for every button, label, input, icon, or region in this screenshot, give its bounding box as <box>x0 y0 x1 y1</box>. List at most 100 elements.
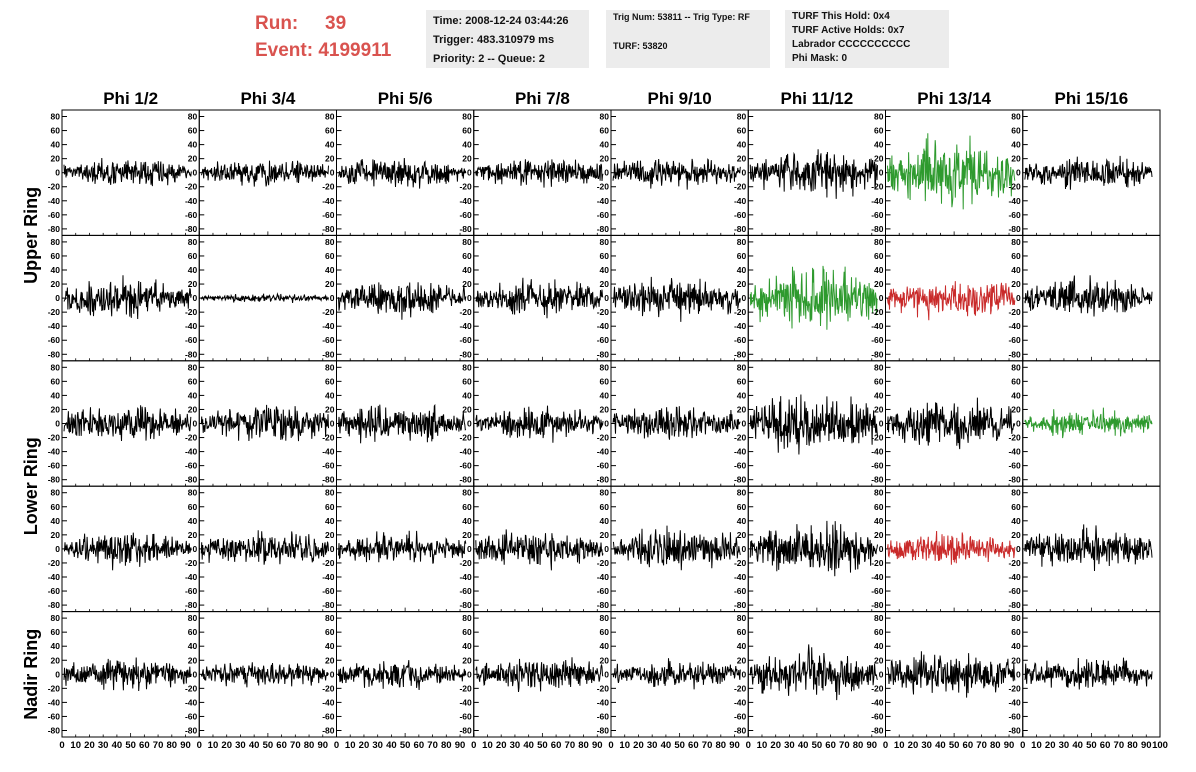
trig-num-text: Trig Num: 53811 -- Trig Type: RF <box>613 12 750 22</box>
y-tick-label-r1-c6-6: -40 <box>734 196 747 206</box>
y-tick-label-r4-c1-4: 0 <box>55 544 60 554</box>
y-tick-label-r4-c3-0: 80 <box>325 488 335 498</box>
y-tick-label-r4-c8-3: 20 <box>1011 530 1021 540</box>
y-tick-label-r3-c2-0: 80 <box>188 362 198 372</box>
time-text: Time: 2008-12-24 03:44:26 <box>433 15 569 27</box>
y-tick-label-r2-c5-1: 60 <box>600 251 610 261</box>
y-tick-label-r4-c8-1: 60 <box>1011 502 1021 512</box>
y-tick-label-r3-c8-8: -80 <box>1008 475 1021 485</box>
y-tick-label-r1-c1-1: 60 <box>51 126 61 136</box>
y-tick-label-r1-c8-8: -80 <box>1008 224 1021 234</box>
y-tick-label-r5-c1-2: 40 <box>51 641 61 651</box>
waveform-r2-c8 <box>1024 275 1153 317</box>
y-tick-label-r5-c6-3: 20 <box>737 655 747 665</box>
y-tick-label-r2-c8-6: -40 <box>1008 321 1021 331</box>
y-tick-label-r4-c7-0: 80 <box>874 488 884 498</box>
y-tick-label-r2-c5-0: 80 <box>600 237 610 247</box>
y-tick-label-r4-c7-2: 40 <box>874 516 884 526</box>
y-tick-label-r2-c8-4: 0 <box>1016 293 1021 303</box>
y-tick-label-r3-c7-7: -60 <box>871 461 884 471</box>
y-tick-label-r4-c5-1: 60 <box>600 502 610 512</box>
y-tick-label-r1-c1-5: -20 <box>48 182 61 192</box>
x-tick-label-c1-1: 10 <box>70 740 81 751</box>
y-tick-label-r1-c8-4: 0 <box>1016 168 1021 178</box>
y-tick-label-r1-c3-7: -60 <box>322 210 335 220</box>
y-tick-label-r1-c1-7: -60 <box>48 210 61 220</box>
y-tick-label-r5-c3-6: -40 <box>322 697 335 707</box>
x-tick-label-c6-9: 90 <box>866 740 877 751</box>
y-tick-label-r1-c5-2: 40 <box>600 140 610 150</box>
event-label: Event: <box>255 40 314 61</box>
y-tick-label-r2-c2-6: -40 <box>185 321 198 331</box>
y-tick-label-r5-c7-4: 0 <box>879 669 884 679</box>
y-tick-label-r3-c5-1: 60 <box>600 376 610 386</box>
x-tick-label-c2-6: 60 <box>276 740 287 751</box>
waveform-r3-c7 <box>887 397 1016 450</box>
y-tick-label-r3-c7-8: -80 <box>871 475 884 485</box>
x-tick-label-c3-5: 50 <box>400 740 411 751</box>
y-tick-label-r5-c5-4: 0 <box>604 669 609 679</box>
y-tick-label-r1-c7-2: 40 <box>874 140 884 150</box>
y-tick-label-r4-c4-5: -20 <box>459 558 472 568</box>
y-tick-label-r3-c1-0: 80 <box>51 362 61 372</box>
y-tick-label-r4-c6-4: 0 <box>742 544 747 554</box>
y-tick-label-r5-c1-5: -20 <box>48 683 61 693</box>
x-tick-label-c6-5: 50 <box>812 740 823 751</box>
y-tick-label-r3-c8-7: -60 <box>1008 461 1021 471</box>
y-tick-label-r2-c2-1: 60 <box>188 251 198 261</box>
waveform-r5-c4 <box>475 657 604 693</box>
waveform-r5-c7 <box>887 651 1016 698</box>
time-trigger-box: Time: 2008-12-24 03:44:26 Trigger: 483.3… <box>426 10 589 68</box>
waveform-r4-c8 <box>1024 524 1153 572</box>
y-tick-label-r3-c3-1: 60 <box>325 376 335 386</box>
y-tick-label-r2-c4-0: 80 <box>462 237 472 247</box>
y-tick-label-r2-c3-2: 40 <box>325 265 335 275</box>
y-tick-label-r3-c2-1: 60 <box>188 376 198 386</box>
y-tick-label-r5-c7-0: 80 <box>874 613 884 623</box>
y-tick-label-r3-c7-5: -20 <box>871 433 884 443</box>
trigger-text: Trigger: 483.310979 ms <box>433 34 555 46</box>
y-tick-label-r3-c6-5: -20 <box>734 433 747 443</box>
y-tick-label-r4-c7-6: -40 <box>871 572 884 582</box>
y-tick-label-r2-c5-2: 40 <box>600 265 610 275</box>
waveform-r1-c8 <box>1024 155 1153 190</box>
x-tick-label-c2-9: 90 <box>317 740 328 751</box>
ring-label-1: Upper Ring <box>21 187 41 284</box>
y-tick-label-r5-c4-4: 0 <box>467 669 472 679</box>
x-tick-label-c1-0: 0 <box>59 740 64 751</box>
y-tick-label-r2-c4-1: 60 <box>462 251 472 261</box>
y-tick-label-r1-c7-5: -20 <box>871 182 884 192</box>
x-tick-label-c5-2: 20 <box>633 740 644 751</box>
y-tick-label-r5-c7-6: -40 <box>871 697 884 707</box>
y-tick-label-r5-c8-5: -20 <box>1008 683 1021 693</box>
y-tick-label-r3-c3-3: 20 <box>325 404 335 414</box>
x-tick-label-c4-3: 30 <box>510 740 521 751</box>
y-tick-label-r5-c8-7: -60 <box>1008 711 1021 721</box>
x-tick-label-c3-6: 60 <box>414 740 425 751</box>
y-tick-label-r2-c8-2: 40 <box>1011 265 1021 275</box>
y-tick-label-r4-c1-7: -60 <box>48 586 61 596</box>
y-tick-label-r1-c7-6: -40 <box>871 196 884 206</box>
y-tick-label-r5-c3-8: -80 <box>322 725 335 735</box>
y-tick-label-r2-c1-6: -40 <box>48 321 61 331</box>
x-tick-label-c3-0: 0 <box>334 740 339 751</box>
waveform-r2-c7 <box>887 281 1016 321</box>
waveform-r1-c3 <box>338 157 467 189</box>
y-tick-label-r1-c4-7: -60 <box>459 210 472 220</box>
x-tick-label-c8-1: 10 <box>1031 740 1042 751</box>
turf-text: TURF: 53820 <box>613 41 668 51</box>
y-tick-label-r4-c2-5: -20 <box>185 558 198 568</box>
x-tick-label-c2-0: 0 <box>197 740 202 751</box>
y-tick-label-r5-c4-5: -20 <box>459 683 472 693</box>
y-tick-label-r5-c3-4: 0 <box>330 669 335 679</box>
y-tick-label-r1-c6-8: -80 <box>734 224 747 234</box>
y-tick-label-r1-c7-7: -60 <box>871 210 884 220</box>
y-tick-label-r4-c7-3: 20 <box>874 530 884 540</box>
y-tick-label-r1-c1-2: 40 <box>51 140 61 150</box>
x-tick-label-c1-7: 70 <box>153 740 164 751</box>
y-tick-label-r3-c1-3: 20 <box>51 404 61 414</box>
waveform-r3-c3 <box>338 403 467 444</box>
y-tick-label-r4-c7-4: 0 <box>879 544 884 554</box>
y-tick-label-r2-c4-2: 40 <box>462 265 472 275</box>
y-tick-label-r4-c8-2: 40 <box>1011 516 1021 526</box>
